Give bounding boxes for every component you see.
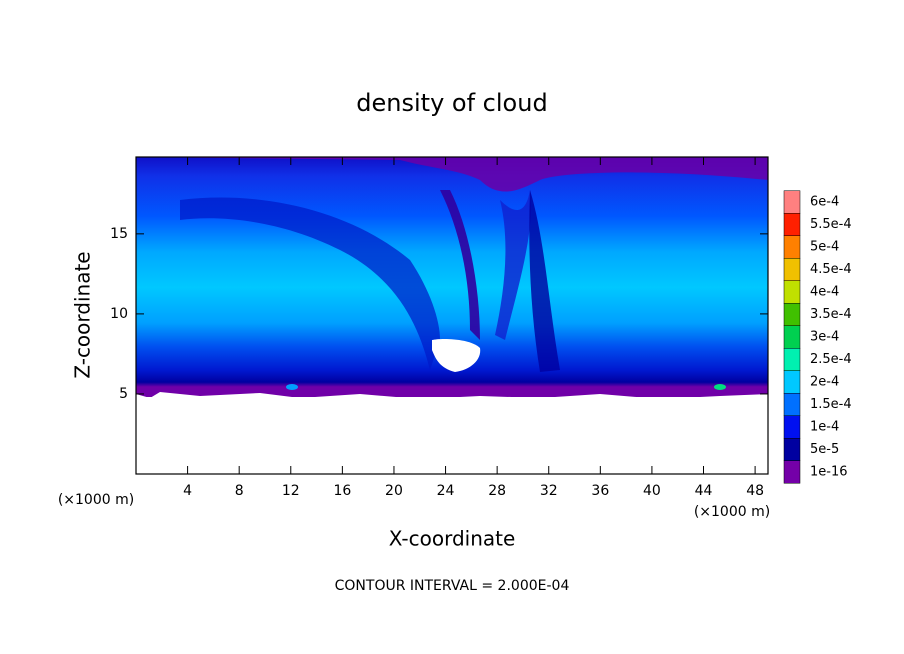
colorbar-label: 1e-16 [810,465,848,480]
colorbar-swatch [783,460,801,484]
colorbar-label: 5e-4 [810,240,839,255]
x-axis-label: X-coordinate [389,527,516,551]
colorbar-swatch [783,393,801,416]
colorbar-swatch [783,303,801,326]
colorbar-label: 1.5e-4 [810,397,852,412]
colorbar-label: 4e-4 [810,285,839,300]
x-tick-label: 12 [282,483,300,499]
colorbar-label: 2.5e-4 [810,352,852,367]
y-tick-label: 10 [110,306,128,322]
colorbar-label: 3.5e-4 [810,307,852,322]
y-axis-label: Z-coordinate [71,251,95,378]
x-tick-label: 40 [643,483,661,499]
colorbar-swatch [783,213,801,236]
footnote: CONTOUR INTERVAL = 2.000E-04 [335,578,570,594]
colorbar-swatch [783,235,801,259]
x-unit-label: (×1000 m) [694,504,770,520]
colorbar-swatch [783,415,801,439]
colorbar-label: 4.5e-4 [810,262,852,277]
colorbar-swatch [783,325,801,349]
colorbar-label: 2e-4 [810,375,839,390]
x-tick-label: 48 [746,483,764,499]
colorbar-label: 1e-4 [810,420,839,435]
y-tick-label: 5 [119,386,128,402]
colorbar-swatch [783,348,801,371]
colorbar-swatch [783,280,801,304]
x-tick-label: 28 [488,483,506,499]
x-tick-label: 44 [695,483,713,499]
colorbar-swatch [783,438,801,461]
colorbar-label: 5.5e-4 [810,217,852,232]
colorbar-label: 3e-4 [810,330,839,345]
x-tick-label: 32 [540,483,558,499]
x-tick-label: 20 [385,483,403,499]
colorbar-label: 5e-5 [810,442,839,457]
x-tick-label: 24 [437,483,455,499]
y-unit-label: (×1000 m) [58,492,134,508]
plot-frame [135,156,769,475]
chart-title: density of cloud [356,89,547,117]
x-tick-label: 36 [591,483,609,499]
colorbar-swatch [783,370,801,394]
colorbar-swatch [783,258,801,281]
colorbar-label: 6e-4 [810,195,839,210]
y-tick-label: 15 [110,226,128,242]
x-tick-label: 8 [235,483,244,499]
colorbar-swatch [783,190,801,214]
x-tick-label: 16 [333,483,351,499]
x-tick-label: 4 [183,483,192,499]
contour-field [136,157,768,474]
